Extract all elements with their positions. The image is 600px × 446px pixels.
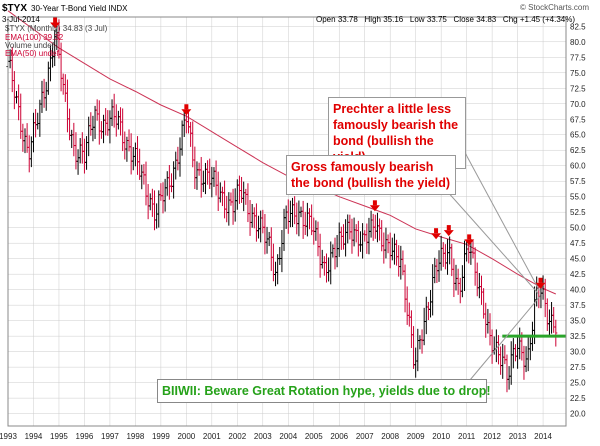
y-tick-label: 30.0 [570,348,586,357]
legend-price: $TYX (Monthly) 34.83 (3 Jul) [5,24,108,33]
x-tick-label: 2005 [305,432,323,441]
y-tick-label: 67.5 [570,115,586,124]
x-tick-label: 1995 [50,432,68,441]
x-tick-label: 1997 [101,432,119,441]
peak-arrow-shaft [184,104,189,110]
callout-line-prechter [455,135,540,292]
x-tick-label: 1993 [0,432,17,441]
x-tick-label: 1999 [152,432,170,441]
x-tick-label: 2003 [254,432,272,441]
y-tick-label: 72.5 [570,84,586,93]
y-tick-label: 27.5 [570,363,586,372]
peak-arrow-shaft [53,17,58,23]
x-tick-label: 2014 [534,432,552,441]
y-tick-label: 52.5 [570,208,586,217]
y-tick-label: 42.5 [570,270,586,279]
peak-arrow-head [443,230,454,237]
x-tick-label: 1998 [126,432,144,441]
y-tick-label: 75.0 [570,69,586,78]
y-tick-label: 80.0 [570,38,586,47]
x-tick-label: 2007 [356,432,374,441]
peak-arrow-shaft [446,225,451,231]
x-tick-label: 2010 [432,432,450,441]
x-tick-label: 2009 [407,432,425,441]
plot-frame [7,16,567,427]
callout-line-gross [445,189,539,295]
annotation-gross: Gross famously bearish the bond (bullish… [286,155,456,195]
x-tick-label: 2006 [330,432,348,441]
peak-arrow-head [535,282,546,289]
y-tick-label: 37.5 [570,301,586,310]
y-tick-label: 45.0 [570,255,586,264]
chart-name: 30-Year T-Bond Yield INDX [31,4,128,13]
ohlc-readout: Open 33.78 High 35.16 Low 33.75 Close 34… [316,15,575,24]
y-tick-label: 22.5 [570,394,586,403]
y-tick-label: 40.0 [570,286,586,295]
x-tick-label: 2004 [279,432,297,441]
y-tick-label: 25.0 [570,379,586,388]
peak-arrow-shaft [538,277,543,283]
y-tick-label: 77.5 [570,53,586,62]
annotation-biiwii: BIIWII: Beware Great Rotation hype, yiel… [157,379,491,403]
x-tick-label: 2002 [228,432,246,441]
x-tick-label: 2008 [381,432,399,441]
y-tick-label: 57.5 [570,177,586,186]
callout-line-biiwii [469,295,541,381]
peak-arrow-head [369,205,380,212]
stockcharts-credit: © StockCharts.com [520,3,590,12]
y-tick-label: 65.0 [570,131,586,140]
y-tick-label: 50.0 [570,224,586,233]
y-tick-label: 32.5 [570,332,586,341]
peak-arrow-shaft [372,200,377,206]
peak-arrow-head [181,109,192,116]
x-tick-label: 1994 [25,432,43,441]
x-tick-label: 2000 [177,432,195,441]
x-tick-label: 1996 [76,432,94,441]
x-tick-label: 2001 [203,432,221,441]
y-tick-label: 47.5 [570,239,586,248]
peak-arrow-shaft [434,228,439,234]
peak-arrow-head [464,239,475,246]
peak-arrow-head [431,233,442,240]
y-tick-label: 62.5 [570,146,586,155]
y-tick-label: 60.0 [570,162,586,171]
y-tick-label: 70.0 [570,100,586,109]
y-tick-label: 20.0 [570,410,586,419]
chart-symbol: $TYX [2,3,28,14]
chart-date: 3-Jul-2014 [2,15,40,24]
legend-ema50: EMA(50) undef [5,49,59,58]
peak-arrow-head [50,22,61,29]
peak-arrow-shaft [467,234,472,240]
x-tick-label: 2011 [458,432,476,441]
legend-ema100: EMA(100) 39.32 [5,33,64,42]
y-tick-label: 35.0 [570,317,586,326]
y-tick-label: 82.5 [570,22,586,31]
x-tick-label: 2012 [483,432,501,441]
legend-volume: Volume undef [5,41,54,50]
x-tick-label: 2013 [509,432,527,441]
y-tick-label: 55.0 [570,193,586,202]
